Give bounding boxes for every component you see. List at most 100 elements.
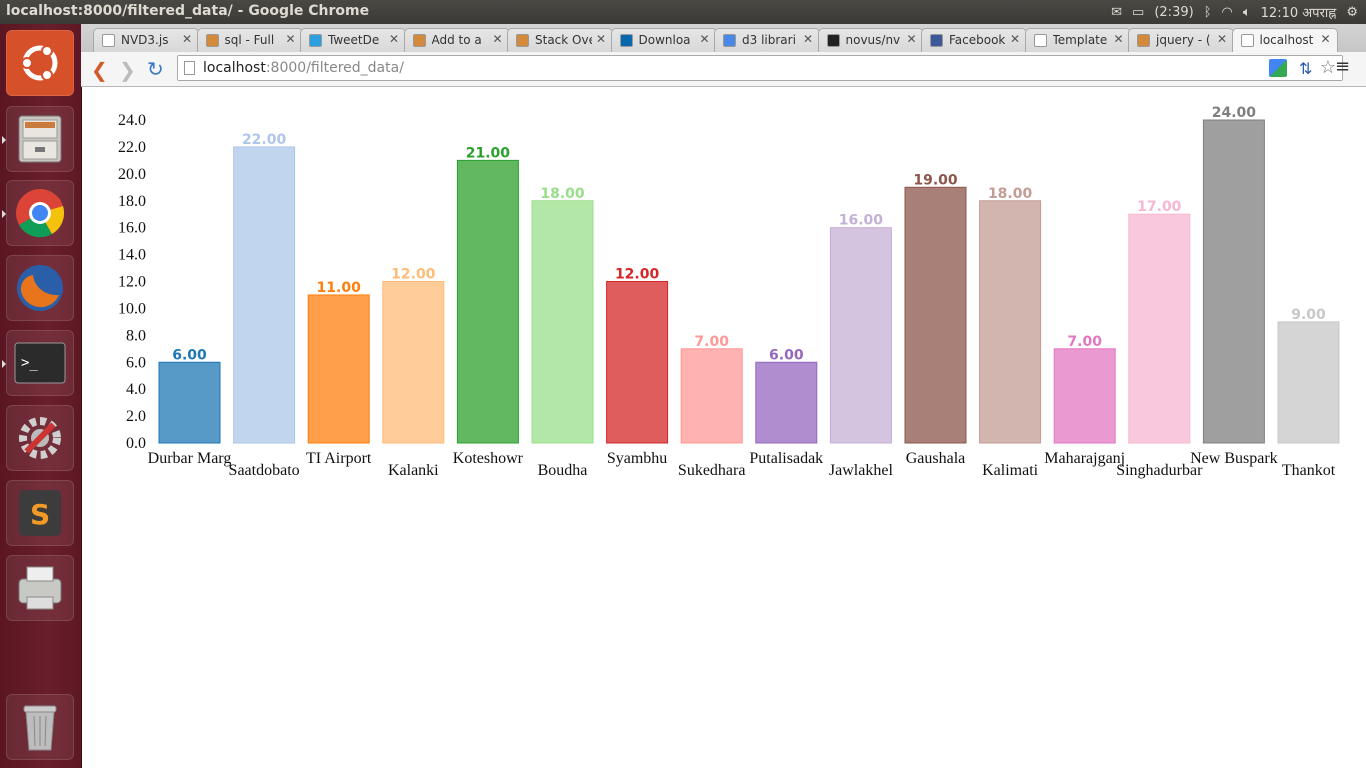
bar[interactable] [1053,348,1116,444]
y-tick-label: 4.0 [126,381,146,398]
bar[interactable] [979,200,1042,444]
tab-0[interactable]: NVD3.js ✕ [93,28,199,52]
tab-4[interactable]: Stack Ove ✕ [507,28,613,52]
close-tab-icon[interactable]: ✕ [906,32,917,46]
close-tab-icon[interactable]: ✕ [492,32,503,46]
clock[interactable]: 12:10 अपराह्न [1260,6,1337,21]
back-arrow-icon[interactable]: ❮ [91,58,108,82]
close-tab-icon[interactable]: ✕ [699,32,710,46]
reload-icon[interactable]: ↻ [147,57,164,81]
bar[interactable] [1277,321,1340,444]
tab-title: localhost [1259,33,1314,47]
tab-8[interactable]: Facebook ✕ [921,28,1027,52]
close-tab-icon[interactable]: ✕ [1113,32,1124,46]
drive-extension-icon[interactable] [1269,59,1287,77]
y-tick-label: 18.0 [118,193,146,210]
bar-chart: 0.0 2.0 4.0 6.0 8.0 10.0 12.0 14.0 16.0 18.0 20.0 2… [118,105,1340,479]
bar-value-label: 6.00 [172,347,207,363]
jquery-icon [619,34,633,47]
ubuntu-logo-icon[interactable] [6,30,74,96]
url-text[interactable]: localhost:8000/filtered_data/ [203,60,404,76]
forward-arrow-icon[interactable]: ❯ [119,58,136,82]
x-tick-label: TI Airport [306,450,372,467]
chrome-icon[interactable] [2,180,74,246]
address-bar[interactable]: localhost:8000/filtered_data/ ☆ [177,55,1343,81]
menu-icon[interactable]: ≡ [1335,56,1351,77]
y-tick-label: 8.0 [126,327,146,344]
bookmark-star-icon[interactable]: ☆ [1319,57,1336,78]
sync-extension-icon[interactable]: ⇅ [1299,59,1313,78]
url-path: :8000/filtered_data/ [265,60,404,76]
stackoverflow-icon [205,34,219,47]
x-tick-label: Gaushala [906,450,966,467]
y-tick-label: 6.0 [126,354,146,371]
tab-10[interactable]: jquery - ( ✕ [1128,28,1234,52]
close-tab-icon[interactable]: ✕ [181,32,192,46]
close-tab-icon[interactable]: ✕ [388,32,399,46]
bar[interactable] [382,281,445,444]
wifi-icon[interactable]: ◠ [1221,4,1233,20]
tab-title: Stack Ove [535,33,592,47]
bar[interactable] [233,146,296,444]
bar[interactable] [158,361,221,444]
bar[interactable] [1128,213,1191,444]
mail-icon[interactable]: ✉ [1111,4,1123,20]
doc-icon [102,34,115,47]
tab-title: Add to a [431,33,482,47]
file-cabinet-icon[interactable] [2,106,74,172]
x-tick-label: Syambhu [607,450,667,467]
y-tick-label: 14.0 [118,247,146,264]
bar-value-label: 18.00 [540,186,585,202]
printer-icon[interactable] [6,555,74,621]
close-tab-icon[interactable]: ✕ [595,32,606,46]
bar-value-label: 7.00 [1067,334,1102,350]
tab-3[interactable]: Add to a ✕ [403,28,510,52]
sublime-text-icon[interactable]: S [6,480,74,546]
close-tab-icon[interactable]: ✕ [1009,32,1020,46]
bar-value-label: 12.00 [615,267,660,283]
close-tab-icon[interactable]: ✕ [802,32,813,46]
tab-6[interactable]: d3 librari ✕ [714,28,820,52]
x-tick-label: Maharajganj [1044,450,1125,467]
bar[interactable] [680,348,743,444]
y-tick-label: 24.0 [118,112,146,129]
bar-value-label: 6.00 [769,347,804,363]
close-tab-icon[interactable]: ✕ [1216,32,1227,46]
volume-icon[interactable]: 🔈︎ [1242,4,1251,20]
battery-icon[interactable]: ▭ [1132,4,1145,20]
tab-1[interactable]: sql - Full ✕ [196,28,303,52]
bar-value-label: 19.00 [913,172,958,188]
bar-value-label: 9.00 [1291,307,1326,323]
bar[interactable] [531,200,594,444]
close-tab-icon[interactable]: ✕ [1320,32,1331,46]
trash-icon[interactable] [6,694,74,760]
bar[interactable] [456,159,519,444]
x-tick-label: Putalisadak [749,450,823,467]
battery-time[interactable]: (2:39) [1154,4,1194,20]
terminal-icon[interactable]: >_ [2,330,74,396]
window-title: localhost:8000/filtered_data/ - Google C… [6,3,370,19]
tab-9[interactable]: Template ✕ [1024,28,1131,52]
settings-icon[interactable] [6,405,74,471]
bar[interactable] [904,186,967,444]
y-tick-label: 20.0 [118,166,146,183]
close-tab-icon[interactable]: ✕ [285,32,296,46]
tab-2[interactable]: TweetDe ✕ [300,28,406,52]
x-tick-label: Thankot [1282,462,1336,479]
tab-11[interactable]: localhost ✕ [1231,28,1338,52]
bar[interactable] [829,227,892,444]
system-gear-icon[interactable]: ⚙ [1346,4,1358,20]
tab-7[interactable]: novus/nv ✕ [817,28,924,52]
tab-title: d3 librari [742,33,796,47]
tab-5[interactable]: Downloa ✕ [610,28,717,52]
bar[interactable] [755,361,818,444]
bar[interactable] [1202,119,1265,444]
tab-title: jquery - ( [1156,33,1211,47]
bar[interactable] [307,294,370,444]
svg-text:>_: >_ [21,355,38,371]
stackoverflow-icon [1137,34,1150,47]
bluetooth-icon[interactable]: ᛒ [1203,4,1212,20]
bar-value-label: 16.00 [839,213,884,229]
bar[interactable] [606,281,669,444]
firefox-icon[interactable] [6,255,74,321]
